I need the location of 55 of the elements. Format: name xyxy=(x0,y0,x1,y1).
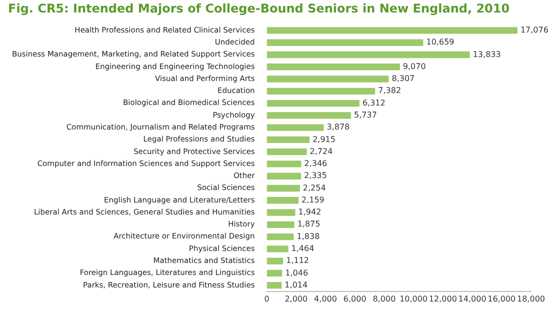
data-label: 1,046 xyxy=(285,268,308,278)
data-label: 1,838 xyxy=(296,232,320,241)
data-label: 1,014 xyxy=(284,280,308,290)
bar xyxy=(266,184,300,192)
bar xyxy=(266,64,400,70)
bar xyxy=(266,209,296,216)
x-tick-label: 18,000 xyxy=(517,294,546,304)
bar xyxy=(266,27,518,34)
bar xyxy=(266,197,298,204)
data-label: 5,737 xyxy=(354,110,377,120)
x-tick-label: 6,000 xyxy=(343,294,366,304)
data-label: 2,335 xyxy=(304,171,327,180)
data-label: 2,254 xyxy=(302,183,326,192)
data-label: 7,382 xyxy=(378,86,402,96)
bar xyxy=(266,246,288,252)
bar xyxy=(266,258,284,264)
data-label: 8,307 xyxy=(392,74,415,84)
bar xyxy=(266,136,310,144)
data-label: 1,942 xyxy=(298,208,322,217)
bar xyxy=(266,124,324,131)
x-tick-label: 12,000 xyxy=(428,294,457,304)
data-label: 2,159 xyxy=(301,195,324,204)
bar xyxy=(266,88,376,94)
bar xyxy=(266,76,389,82)
data-label: 2,915 xyxy=(312,134,336,144)
x-tick-label: 2,000 xyxy=(284,294,308,304)
bar xyxy=(266,39,424,46)
data-label: 13,833 xyxy=(472,50,501,59)
chart-title: Fig. CR5: Intended Majors of College-Bound Seniors in New England, 2010 xyxy=(8,1,510,16)
data-label: 10,659 xyxy=(426,38,454,47)
bar xyxy=(266,51,470,58)
x-tick-label: 14,000 xyxy=(458,294,486,304)
bar xyxy=(266,112,352,119)
x-tick-label: 8,000 xyxy=(372,294,396,304)
bar xyxy=(266,221,294,228)
bar xyxy=(266,282,282,289)
x-tick-label: 10,000 xyxy=(400,294,428,304)
data-label: 17,076 xyxy=(520,26,548,35)
x-tick-label: 16,000 xyxy=(488,294,516,304)
bar xyxy=(266,148,307,156)
bar xyxy=(266,160,302,168)
data-label: 3,878 xyxy=(326,122,350,132)
bar xyxy=(266,100,360,107)
bar xyxy=(266,172,302,180)
data-label: 2,346 xyxy=(304,159,328,168)
data-label: 1,464 xyxy=(291,244,314,253)
data-label: 1,112 xyxy=(286,256,310,266)
data-label: 1,875 xyxy=(297,220,320,229)
data-label: 2,724 xyxy=(310,146,333,156)
bar xyxy=(266,233,294,240)
data-label: 9,070 xyxy=(402,62,426,71)
x-tick-label: 4,000 xyxy=(314,294,337,304)
bar xyxy=(266,270,282,277)
x-tick-label: 0 xyxy=(264,294,270,304)
data-label: 6,312 xyxy=(362,98,386,108)
